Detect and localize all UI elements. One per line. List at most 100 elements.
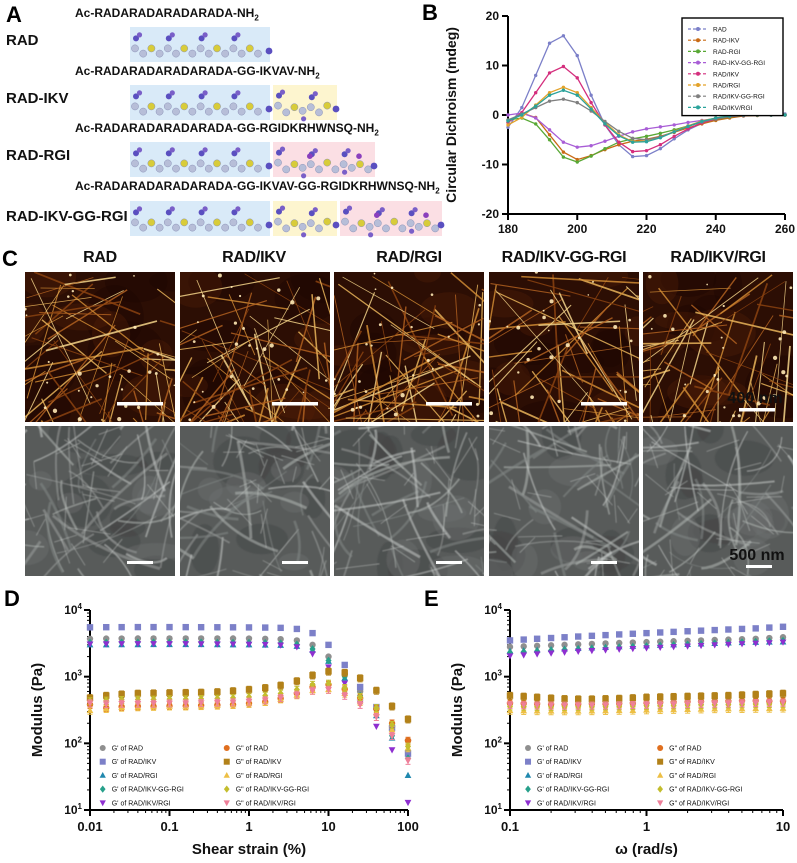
sem-image-rad-ikv-gg-rgi <box>488 426 639 576</box>
nanofiber <box>350 469 381 537</box>
side-chain-bead <box>198 35 205 42</box>
x-tick-label: 260 <box>775 222 795 236</box>
data-point <box>657 693 664 701</box>
nanofiber <box>272 405 277 422</box>
data-point <box>103 692 110 699</box>
nanofiber <box>144 353 149 420</box>
side-chain-bead <box>346 205 353 211</box>
side-chain-bead <box>276 92 282 99</box>
nanofiber <box>179 324 223 346</box>
nanofiber <box>643 498 713 554</box>
data-point <box>738 700 746 707</box>
nanofiber <box>649 345 652 422</box>
nanofiber <box>122 355 166 401</box>
molecule-model-rad <box>130 27 273 62</box>
nanofiber <box>161 401 166 422</box>
backbone-bead <box>282 224 291 233</box>
data-point <box>725 692 732 699</box>
backbone-bead <box>163 218 172 227</box>
side-chain-bead <box>307 153 313 159</box>
x-tick-label: 0.01 <box>77 819 102 834</box>
legend-label: G" of RAD/IKV/RGI <box>236 800 296 807</box>
side-chain-bead <box>235 206 241 212</box>
data-point <box>643 638 650 646</box>
x-tick-label: 1 <box>245 819 252 834</box>
nanofiber <box>179 450 204 502</box>
nanofiber <box>33 426 93 463</box>
nanofiber <box>558 292 588 355</box>
nanofiber <box>117 513 175 524</box>
data-point <box>657 785 663 793</box>
column-label-rad-ikv: RAD/IKV <box>222 249 286 266</box>
legend-label: G' of RAD/RGI <box>112 773 158 780</box>
nanofiber <box>261 500 282 573</box>
nanofiber <box>595 474 639 507</box>
nanofiber <box>643 452 667 464</box>
data-point <box>99 758 106 765</box>
nanofiber <box>491 369 501 422</box>
data-point <box>277 695 284 702</box>
nanofiber <box>102 362 113 422</box>
data-point <box>524 800 532 807</box>
nanofiber <box>191 486 263 559</box>
nanofiber <box>277 368 330 422</box>
backbone-bead <box>298 106 307 115</box>
nanofiber <box>404 365 418 422</box>
backbone-bead <box>172 223 180 232</box>
scale-bar <box>426 402 472 406</box>
nanofiber <box>261 416 279 422</box>
data-point <box>575 641 582 648</box>
data-point <box>684 643 691 650</box>
side-chain-bead <box>279 205 286 211</box>
backbone-bead <box>237 49 246 58</box>
nanofiber <box>221 351 248 422</box>
sem-image-rad-ikv-rgi: 500 nm <box>643 426 793 576</box>
data-point <box>684 701 691 708</box>
backbone-bead <box>229 159 238 168</box>
nanofiber <box>190 405 211 422</box>
side-chain-bead <box>345 148 351 154</box>
data-point <box>602 702 609 709</box>
backbone-bead <box>147 218 156 227</box>
nanofiber <box>514 540 608 548</box>
series-G--of-RAD-IKV <box>86 623 412 757</box>
nanofiber <box>179 299 267 329</box>
nanofiber <box>643 319 695 414</box>
nanofiber <box>488 442 507 471</box>
scale-bar <box>590 561 617 564</box>
data-point <box>779 690 787 697</box>
segment-highlight <box>340 201 442 236</box>
panel-d-label: D <box>4 586 20 611</box>
backbone-bead <box>349 224 358 233</box>
data-point <box>588 648 596 655</box>
data-point <box>404 716 412 723</box>
data-point <box>602 640 609 647</box>
nanofiber <box>738 490 784 496</box>
backbone-bead <box>188 223 197 232</box>
backbone-bead <box>254 223 262 232</box>
nanofiber <box>114 340 171 380</box>
segment-highlight <box>130 27 270 62</box>
backbone-bead <box>213 102 221 111</box>
fiber-network <box>643 426 793 576</box>
backbone-bead <box>398 224 407 233</box>
nanofiber <box>334 401 417 422</box>
nanofiber <box>488 341 537 395</box>
side-chain-bead <box>165 93 172 100</box>
data-point <box>182 689 189 696</box>
data-point <box>357 692 364 701</box>
data-point <box>373 714 380 721</box>
y-axis-title: Circular Dichroism (mdeg) <box>443 27 459 203</box>
backbone-bead <box>139 223 148 232</box>
nanofiber <box>643 324 728 335</box>
nanofiber <box>643 501 699 522</box>
scale-bar <box>746 565 772 568</box>
nanofiber <box>441 426 450 453</box>
nanofiber <box>514 287 628 397</box>
data-point <box>657 745 664 751</box>
data-point <box>404 737 412 744</box>
nanofiber <box>181 330 330 391</box>
backbone-bead <box>221 107 230 116</box>
nanofiber <box>575 426 587 438</box>
backbone-bead <box>196 159 205 168</box>
